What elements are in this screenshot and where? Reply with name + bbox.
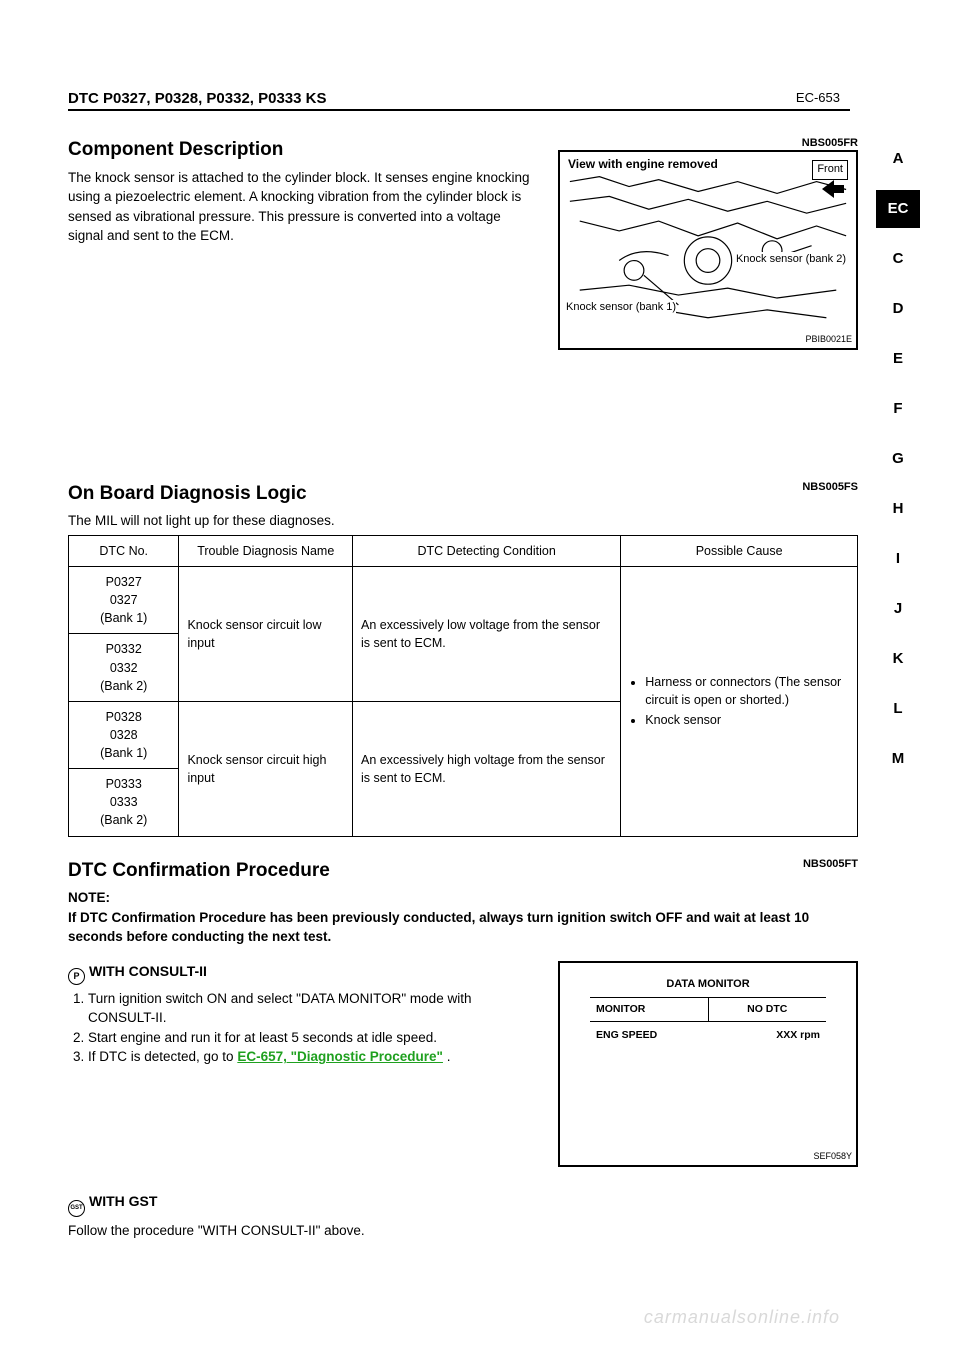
tab-m[interactable]: M: [876, 740, 920, 778]
diagram-label-bank1: Knock sensor (bank 1): [566, 300, 676, 316]
consult-steps: Turn ignition switch ON and select "DATA…: [68, 989, 538, 1067]
consult-screen: DATA MONITOR MONITOR NO DTC ENG SPEED XX…: [558, 961, 858, 1167]
tab-c[interactable]: C: [876, 240, 920, 278]
consult-row-value: XXX rpm: [776, 1028, 820, 1043]
tab-k[interactable]: K: [876, 640, 920, 678]
tab-f[interactable]: F: [876, 390, 920, 428]
step-3-text: If DTC is detected, go to: [88, 1049, 237, 1064]
component-description-text: The knock sensor is attached to the cyli…: [68, 168, 538, 246]
tab-h[interactable]: H: [876, 490, 920, 528]
cause-item: Harness or connectors (The sensor circui…: [645, 673, 849, 709]
consult-data-row: ENG SPEED XXX rpm: [590, 1022, 826, 1049]
diagram-front-label: Front: [812, 160, 848, 180]
heading-text: On Board Diagnosis Logic: [68, 483, 307, 504]
consult-screen-header-row: MONITOR NO DTC: [590, 997, 826, 1022]
cause-item: Knock sensor: [645, 711, 849, 729]
cell-cond: An excessively low voltage from the sens…: [353, 567, 621, 702]
heading-text: DTC Confirmation Procedure: [68, 860, 330, 881]
cell-name: Knock sensor circuit high input: [179, 701, 353, 836]
heading-diagnosis-logic: On Board Diagnosis Logic NBS005FS: [68, 480, 858, 508]
page-header-title: DTC P0327, P0328, P0332, P0333 KS: [68, 90, 850, 107]
heading-with-gst: GSTWITH GST: [68, 1191, 858, 1217]
cell-name: Knock sensor circuit low input: [179, 567, 353, 702]
diagnostic-procedure-link[interactable]: EC-657, "Diagnostic Procedure": [237, 1049, 443, 1064]
tab-l[interactable]: L: [876, 690, 920, 728]
header-rule: [68, 109, 850, 111]
tab-j[interactable]: J: [876, 590, 920, 628]
section-code: NBS005FT: [803, 857, 858, 873]
cell-cond: An excessively high voltage from the sen…: [353, 701, 621, 836]
front-arrow-icon: [822, 180, 844, 198]
step-3: If DTC is detected, go to EC-657, "Diagn…: [88, 1047, 538, 1067]
diagram-label-bank2: Knock sensor (bank 2): [736, 252, 846, 268]
tab-i[interactable]: I: [876, 540, 920, 578]
heading-confirmation: DTC Confirmation Procedure NBS005FT: [68, 857, 858, 885]
tab-a[interactable]: A: [876, 140, 920, 178]
tab-e[interactable]: E: [876, 340, 920, 378]
gst-heading-text: WITH GST: [89, 1193, 157, 1209]
table-row: P03270327(Bank 1) Knock sensor circuit l…: [69, 567, 858, 634]
consult-h2: NO DTC: [708, 998, 827, 1021]
consult-icon: P: [68, 968, 85, 985]
watermark: carmanualsonline.info: [644, 1307, 840, 1328]
table-header-row: DTC No. Trouble Diagnosis Name DTC Detec…: [69, 535, 858, 566]
dtc-table: DTC No. Trouble Diagnosis Name DTC Detec…: [68, 535, 858, 837]
consult-h1: MONITOR: [590, 998, 708, 1021]
section-code: NBS005FS: [802, 480, 858, 496]
th-dtc-no: DTC No.: [69, 535, 179, 566]
diagram-svg: [560, 152, 856, 349]
cell-causes: Harness or connectors (The sensor circui…: [621, 567, 858, 837]
mil-note: The MIL will not light up for these diag…: [68, 511, 858, 531]
note-block: NOTE: If DTC Confirmation Procedure has …: [68, 888, 858, 947]
consult-screen-title: DATA MONITOR: [590, 973, 826, 997]
cell-dtc: P03270327(Bank 1): [69, 567, 179, 634]
cell-dtc: P03330333(Bank 2): [69, 769, 179, 836]
tab-d[interactable]: D: [876, 290, 920, 328]
th-name: Trouble Diagnosis Name: [179, 535, 353, 566]
engine-diagram: View with engine removed Front Knock sen…: [558, 150, 858, 350]
heading-with-consult: PWITH CONSULT-II: [68, 961, 538, 985]
step-2: Start engine and run it for at least 5 s…: [88, 1028, 538, 1048]
heading-text: Component Description: [68, 139, 283, 160]
step-1: Turn ignition switch ON and select "DATA…: [88, 989, 538, 1028]
gst-text: Follow the procedure "WITH CONSULT-II" a…: [68, 1221, 858, 1241]
tab-g[interactable]: G: [876, 440, 920, 478]
page-number: EC-653: [796, 90, 840, 105]
diagram-title: View with engine removed: [568, 156, 718, 173]
tab-ec[interactable]: EC: [876, 190, 920, 228]
note-text: If DTC Confirmation Procedure has been p…: [68, 910, 809, 945]
note-label: NOTE:: [68, 890, 110, 905]
th-condition: DTC Detecting Condition: [353, 535, 621, 566]
gst-icon: GST: [68, 1200, 85, 1217]
consult-heading-text: WITH CONSULT-II: [89, 963, 207, 979]
diagram-code: PBIB0021E: [805, 333, 852, 346]
cell-dtc: P03280328(Bank 1): [69, 701, 179, 768]
step-3-after: .: [443, 1049, 451, 1064]
section-tabs: A EC C D E F G H I J K L M: [876, 140, 920, 790]
consult-screen-code: SEF058Y: [813, 1150, 852, 1163]
cell-dtc: P03320332(Bank 2): [69, 634, 179, 701]
th-cause: Possible Cause: [621, 535, 858, 566]
consult-row-label: ENG SPEED: [596, 1028, 776, 1043]
